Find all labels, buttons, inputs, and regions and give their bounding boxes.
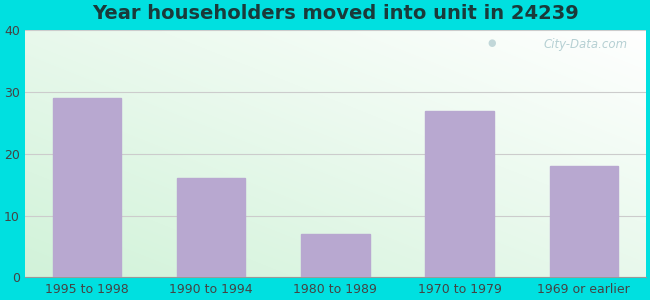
Bar [53,98,121,277]
Text: ●: ● [488,38,496,48]
Text: City-Data.com: City-Data.com [543,38,627,51]
Bar [425,111,494,277]
Bar [301,234,369,277]
Bar [550,166,618,277]
Title: Year householders moved into unit in 24239: Year householders moved into unit in 242… [92,4,578,23]
Bar [177,178,245,277]
